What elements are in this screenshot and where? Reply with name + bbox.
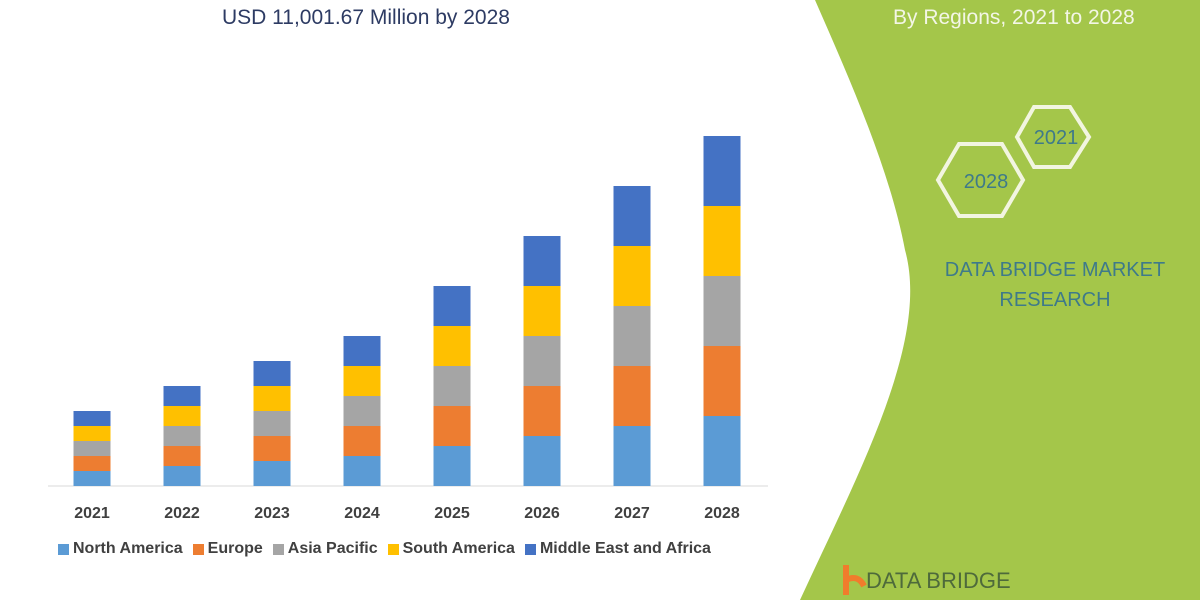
bar-2022-south-america xyxy=(163,406,201,426)
legend-item: Asia Pacific xyxy=(272,540,378,558)
bar-2027-asia-pacific xyxy=(613,306,651,366)
bar-2025-europe xyxy=(433,406,471,446)
bar-2025-middle-east-and-africa xyxy=(433,286,471,326)
legend-swatch xyxy=(387,543,399,555)
bar-2027-north-america xyxy=(613,426,651,486)
legend-label: South America xyxy=(402,540,515,557)
bar-2027-europe xyxy=(613,366,651,426)
hexagon-2021 xyxy=(1014,105,1092,169)
bar-2023-south-america xyxy=(253,386,291,411)
brand-line-1: DATA BRIDGE MARKET xyxy=(944,259,1166,281)
bar-2026-asia-pacific xyxy=(523,336,561,386)
hex-label-2021: 2021 xyxy=(1034,127,1079,149)
bar-2022-europe xyxy=(163,446,201,466)
bar-2026-south-america xyxy=(523,286,561,336)
x-tick-label: 2024 xyxy=(344,505,380,522)
x-tick-label: 2026 xyxy=(524,505,560,522)
bar-2028-north-america xyxy=(703,416,741,486)
bar-2024-europe xyxy=(343,426,381,456)
bar-2024-north-america xyxy=(343,456,381,486)
bar-2021-north-america xyxy=(73,471,111,486)
x-tick-label: 2022 xyxy=(164,505,200,522)
brand-line-2: RESEARCH xyxy=(999,289,1111,311)
x-tick-label: 2027 xyxy=(614,505,650,522)
bar-2025-north-america xyxy=(433,446,471,486)
brand-name: DATA BRIDGE MARKET RESEARCH xyxy=(925,255,1185,315)
legend-label: Asia Pacific xyxy=(287,540,378,557)
legend-swatch xyxy=(192,543,204,555)
bar-2023-asia-pacific xyxy=(253,411,291,436)
bar-2027-middle-east-and-africa xyxy=(613,186,651,246)
hex-label-2028: 2028 xyxy=(964,171,1009,193)
logo-text: DATA BRIDGE xyxy=(866,568,1011,593)
x-tick-label: 2028 xyxy=(704,505,740,522)
hexagon-2028 xyxy=(935,142,1026,218)
legend-item: Europe xyxy=(192,540,263,558)
legend-swatch xyxy=(272,543,284,555)
bar-2021-middle-east-and-africa xyxy=(73,411,111,426)
bar-2026-europe xyxy=(523,386,561,436)
bar-2022-asia-pacific xyxy=(163,426,201,446)
bar-2021-asia-pacific xyxy=(73,441,111,456)
bar-2028-asia-pacific xyxy=(703,276,741,346)
bar-2024-asia-pacific xyxy=(343,396,381,426)
bar-2028-europe xyxy=(703,346,741,416)
bar-2028-south-america xyxy=(703,206,741,276)
bar-2024-south-america xyxy=(343,366,381,396)
bar-2022-north-america xyxy=(163,466,201,486)
bar-2023-europe xyxy=(253,436,291,461)
legend-item: North America xyxy=(58,540,183,558)
bar-2024-middle-east-and-africa xyxy=(343,336,381,366)
bar-2023-middle-east-and-africa xyxy=(253,361,291,386)
bar-2025-south-america xyxy=(433,326,471,366)
legend-swatch xyxy=(58,543,69,555)
green-panel xyxy=(800,0,1200,600)
legend-item: South America xyxy=(387,540,515,558)
x-tick-label: 2025 xyxy=(434,505,470,522)
logo-icon xyxy=(843,565,867,595)
x-tick-label: 2023 xyxy=(254,505,290,522)
bar-2027-south-america xyxy=(613,246,651,306)
legend-label: Middle East and Africa xyxy=(539,540,711,557)
legend: North America Europe Asia Pacific South Ame… xyxy=(58,540,711,558)
panel-title: By Regions, 2021 to 2028 xyxy=(893,6,1135,29)
legend-swatch xyxy=(524,543,536,555)
bar-2025-asia-pacific xyxy=(433,366,471,406)
x-tick-label: 2021 xyxy=(74,505,110,522)
legend-label: North America xyxy=(73,540,183,557)
bar-2026-middle-east-and-africa xyxy=(523,236,561,286)
chart-subtitle: USD 11,001.67 Million by 2028 xyxy=(222,6,510,29)
legend-item: Middle East and Africa xyxy=(524,540,711,558)
bar-2021-europe xyxy=(73,456,111,471)
bar-2022-middle-east-and-africa xyxy=(163,386,201,406)
bar-2023-north-america xyxy=(253,461,291,486)
bar-2026-north-america xyxy=(523,436,561,486)
legend-label: Europe xyxy=(207,540,263,557)
bar-2021-south-america xyxy=(73,426,111,441)
bar-2028-middle-east-and-africa xyxy=(703,136,741,206)
